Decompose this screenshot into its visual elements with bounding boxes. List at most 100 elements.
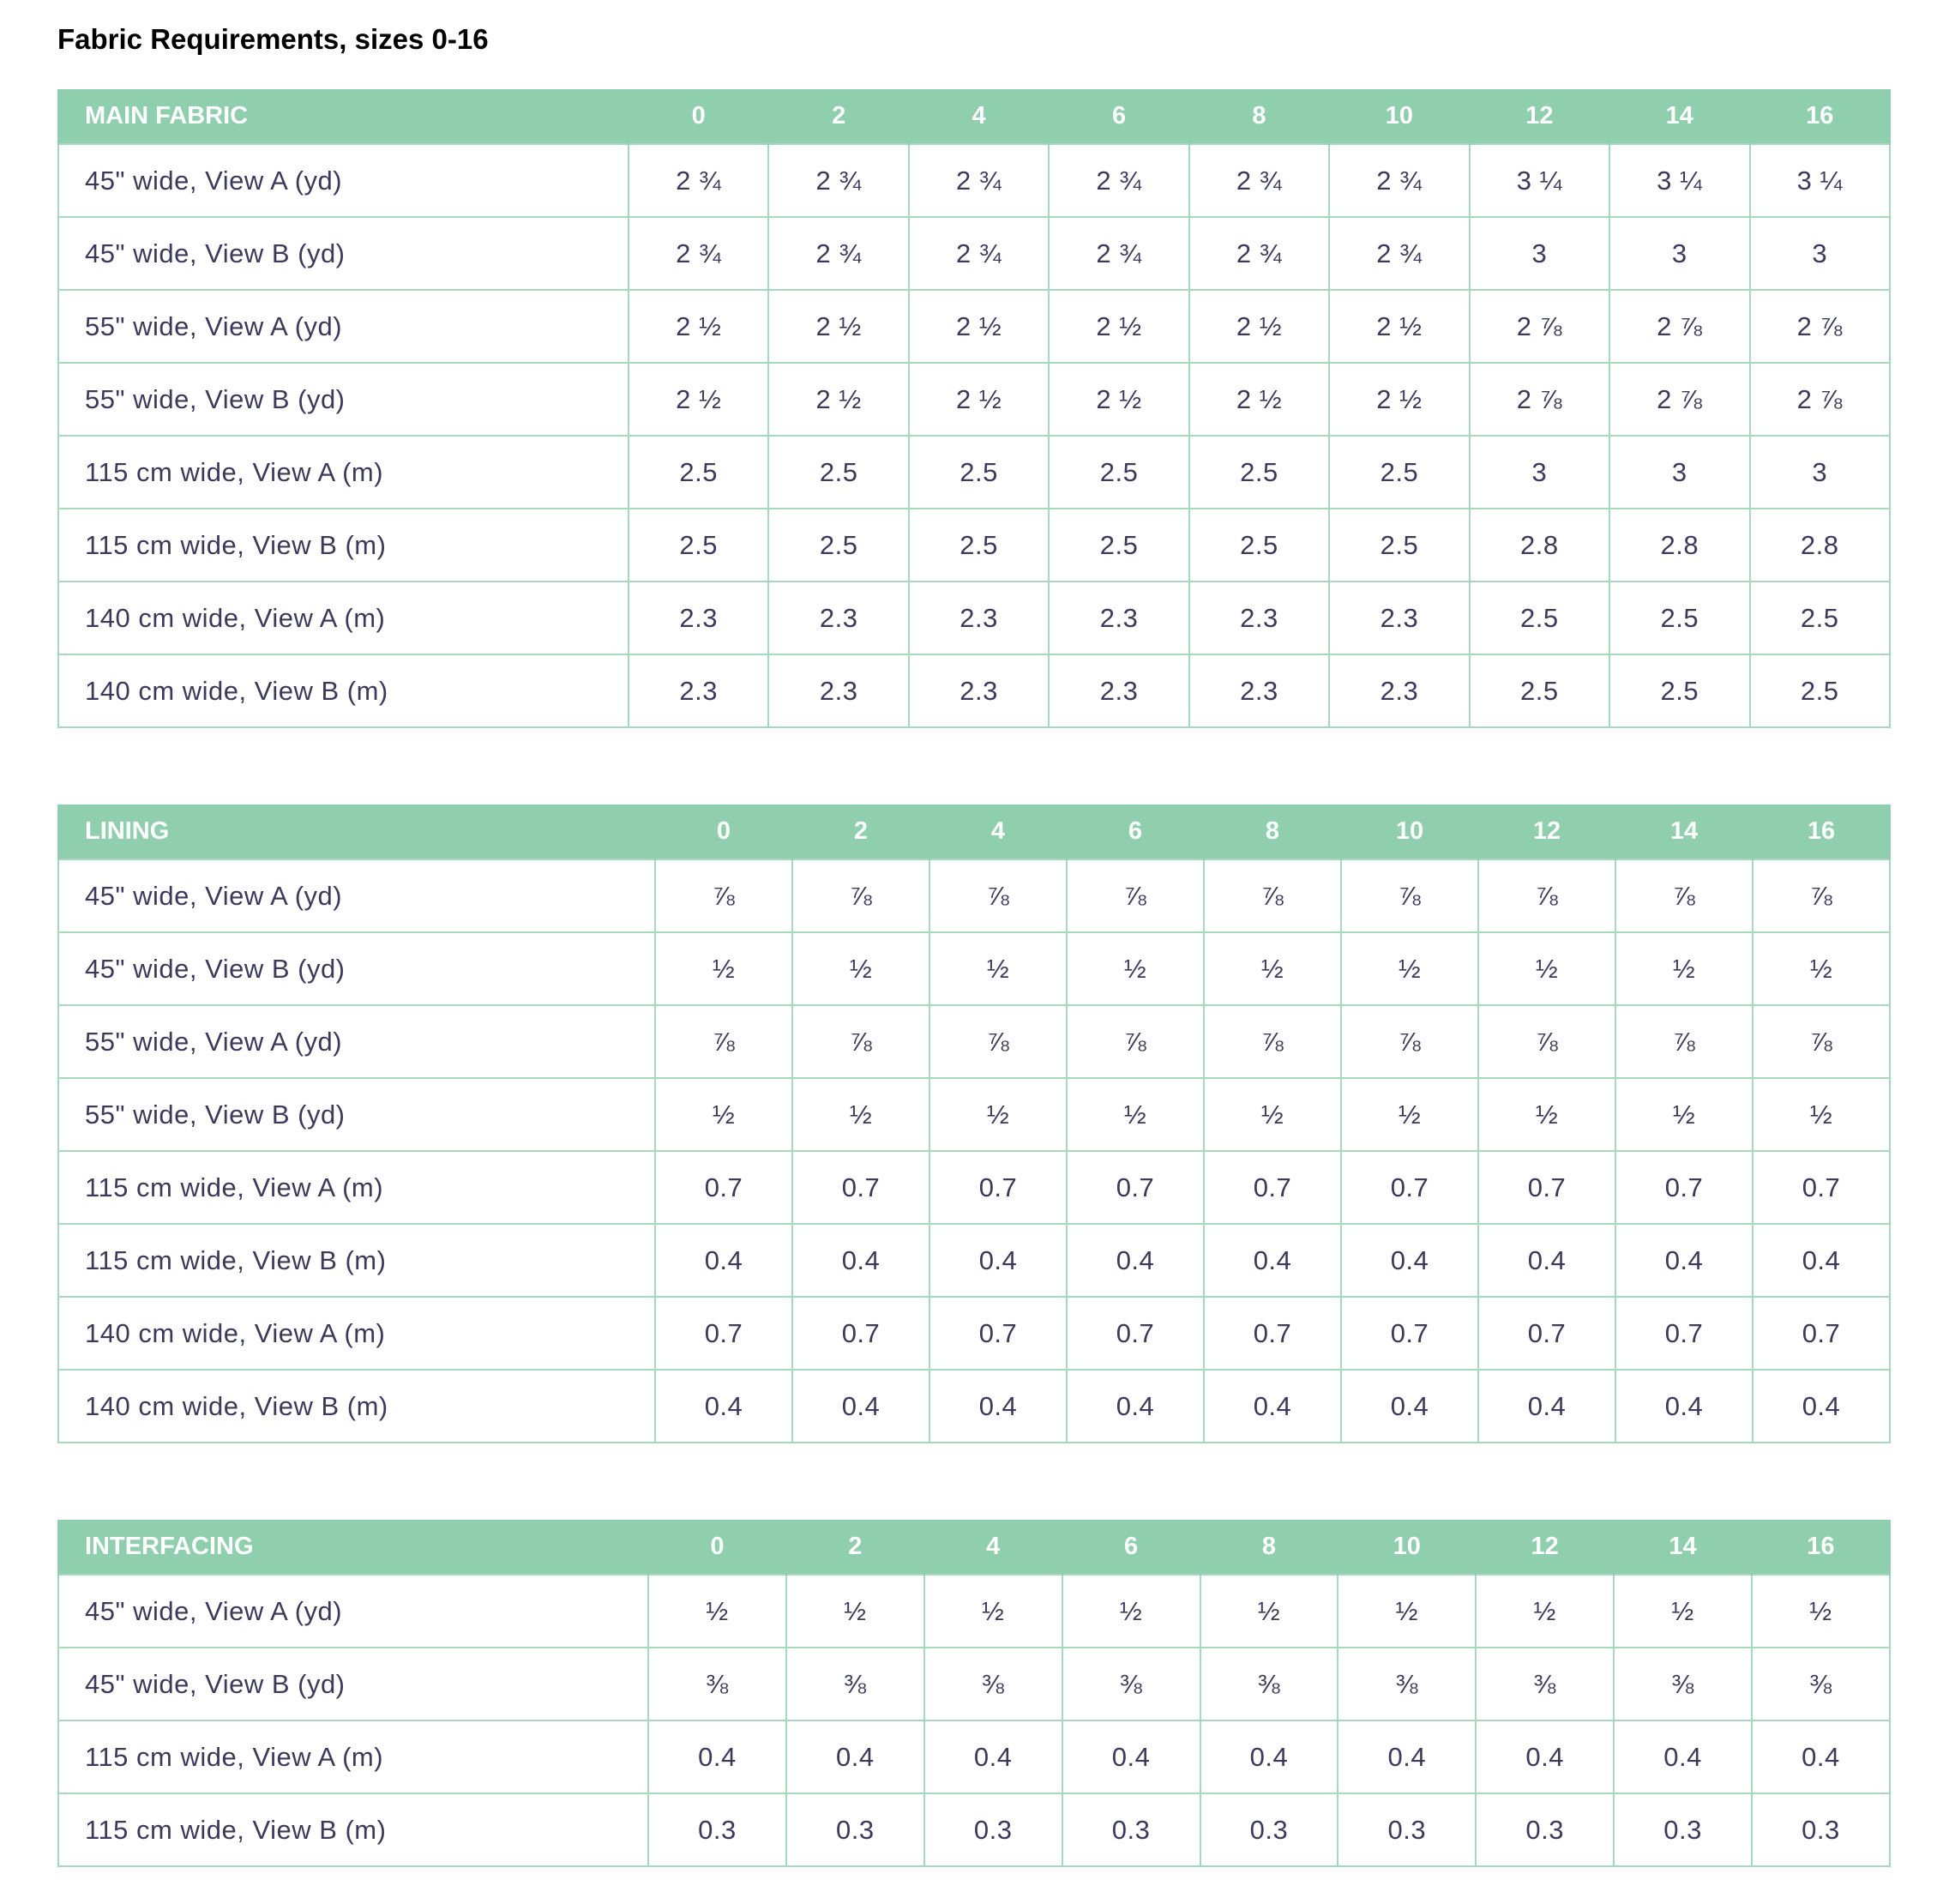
yardage-cell: ⅜ xyxy=(647,1647,787,1721)
yardage-cell: 0.7 xyxy=(1066,1296,1205,1371)
yardage-cell: 2.5 xyxy=(907,435,1050,509)
yardage-cell: ⅜ xyxy=(1337,1647,1477,1721)
yardage-cell: 2.8 xyxy=(1748,508,1891,582)
yardage-cell: ½ xyxy=(1615,931,1754,1006)
row-label: 45" wide, View A (yd) xyxy=(57,859,656,933)
row-label: 140 cm wide, View A (m) xyxy=(57,581,629,655)
size-header: 2 xyxy=(767,89,910,144)
table-row: 115 cm wide, View A (m) 2.5 2.5 2.5 2.5 2.5 2.… xyxy=(57,435,1891,509)
size-header: 12 xyxy=(1477,804,1616,859)
yardage-cell: 2.3 xyxy=(1188,581,1331,655)
yardage-cell: 2 ½ xyxy=(767,289,910,364)
yardage-cell: 0.4 xyxy=(785,1720,925,1794)
yardage-cell: 0.7 xyxy=(1203,1150,1342,1225)
yardage-cell: ½ xyxy=(1199,1574,1339,1648)
size-header: 6 xyxy=(1048,89,1190,144)
yardage-cell: 3 xyxy=(1468,435,1611,509)
yardage-cell: 0.7 xyxy=(1752,1150,1891,1225)
yardage-cell: ⅞ xyxy=(1066,1004,1205,1079)
yardage-cell: ½ xyxy=(791,1077,930,1152)
yardage-cell: 0.3 xyxy=(785,1793,925,1867)
yardage-cell: ½ xyxy=(1203,931,1342,1006)
yardage-cell: ½ xyxy=(1613,1574,1753,1648)
row-label: 115 cm wide, View B (m) xyxy=(57,1793,649,1867)
table-row: 140 cm wide, View B (m) 2.3 2.3 2.3 2.3 2.3 2.… xyxy=(57,654,1891,728)
yardage-cell: 2.5 xyxy=(1328,508,1471,582)
yardage-cell: 2.5 xyxy=(1188,508,1331,582)
yardage-cell: 2.5 xyxy=(1468,581,1611,655)
yardage-cell: 0.4 xyxy=(654,1223,793,1298)
size-header: 14 xyxy=(1609,89,1751,144)
yardage-cell: 0.3 xyxy=(1061,1793,1201,1867)
yardage-cell: 2.5 xyxy=(627,435,770,509)
yardage-cell: 0.3 xyxy=(647,1793,787,1867)
yardage-cell: 0.4 xyxy=(923,1720,1063,1794)
size-header: 4 xyxy=(923,1520,1063,1575)
row-label: 45" wide, View B (yd) xyxy=(57,216,629,291)
yardage-cell: 2 ½ xyxy=(1328,362,1471,437)
row-label: 115 cm wide, View A (m) xyxy=(57,435,629,509)
yardage-cell: 0.4 xyxy=(929,1223,1068,1298)
yardage-cell: ⅜ xyxy=(785,1647,925,1721)
yardage-cell: 2.5 xyxy=(1188,435,1331,509)
yardage-cell: 0.7 xyxy=(1615,1150,1754,1225)
yardage-cell: 0.4 xyxy=(1061,1720,1201,1794)
table-row: 115 cm wide, View A (m) 0.7 0.7 0.7 0.7 0.7 0.… xyxy=(57,1150,1891,1225)
yardage-cell: 3 xyxy=(1748,435,1891,509)
yardage-cell: 2.3 xyxy=(1048,654,1190,728)
yardage-cell: ½ xyxy=(1475,1574,1615,1648)
yardage-cell: 2 ¾ xyxy=(1048,216,1190,291)
yardage-cell: 2 ⅞ xyxy=(1609,289,1751,364)
yardage-cell: 2 ½ xyxy=(767,362,910,437)
row-label: 140 cm wide, View B (m) xyxy=(57,1369,656,1443)
yardage-cell: 2.5 xyxy=(1748,654,1891,728)
size-header: 10 xyxy=(1337,1520,1477,1575)
yardage-cell: ⅞ xyxy=(1203,1004,1342,1079)
yardage-cell: ⅞ xyxy=(654,1004,793,1079)
yardage-cell: 2.5 xyxy=(907,508,1050,582)
yardage-cell: ½ xyxy=(929,1077,1068,1152)
yardage-cell: ½ xyxy=(785,1574,925,1648)
yardage-cell: ⅞ xyxy=(1340,1004,1479,1079)
yardage-cell: 0.7 xyxy=(1066,1150,1205,1225)
yardage-cell: 0.7 xyxy=(929,1150,1068,1225)
yardage-cell: ½ xyxy=(647,1574,787,1648)
yardage-cell: 2 ½ xyxy=(1048,289,1190,364)
yardage-cell: 0.4 xyxy=(1337,1720,1477,1794)
size-header: 2 xyxy=(791,804,930,859)
yardage-cell: 0.4 xyxy=(1066,1223,1205,1298)
yardage-cell: 0.7 xyxy=(1477,1150,1616,1225)
yardage-cell: 2.5 xyxy=(767,508,910,582)
yardage-cell: ⅞ xyxy=(1752,859,1891,933)
yardage-cell: ⅞ xyxy=(1615,859,1754,933)
size-header: 4 xyxy=(929,804,1068,859)
size-header: 10 xyxy=(1340,804,1479,859)
yardage-cell: ⅜ xyxy=(1475,1647,1615,1721)
yardage-cell: ½ xyxy=(654,931,793,1006)
yardage-cell: 3 ¼ xyxy=(1468,143,1611,218)
yardage-cell: 2 ⅞ xyxy=(1468,362,1611,437)
size-header: 10 xyxy=(1328,89,1471,144)
yardage-cell: 0.7 xyxy=(1203,1296,1342,1371)
table-row: 115 cm wide, View B (m) 0.3 0.3 0.3 0.3 0.3 0.… xyxy=(57,1793,1891,1867)
yardage-cell: 0.7 xyxy=(1340,1296,1479,1371)
yardage-cell: 0.4 xyxy=(791,1369,930,1443)
yardage-cell: ⅞ xyxy=(1340,859,1479,933)
yardage-cell: 2.3 xyxy=(907,581,1050,655)
table-row: 115 cm wide, View A (m) 0.4 0.4 0.4 0.4 0.4 0.… xyxy=(57,1720,1891,1794)
yardage-cell: 2.5 xyxy=(767,435,910,509)
yardage-cell: ⅜ xyxy=(1199,1647,1339,1721)
yardage-cell: 2.8 xyxy=(1468,508,1611,582)
yardage-cell: 0.7 xyxy=(1752,1296,1891,1371)
yardage-cell: 2.5 xyxy=(1048,435,1190,509)
yardage-cell: 0.7 xyxy=(654,1296,793,1371)
yardage-cell: ⅜ xyxy=(1613,1647,1753,1721)
yardage-cell: 2.3 xyxy=(627,654,770,728)
row-label: 140 cm wide, View A (m) xyxy=(57,1296,656,1371)
yardage-cell: 0.4 xyxy=(929,1369,1068,1443)
yardage-cell: 0.4 xyxy=(654,1369,793,1443)
yardage-cell: 2.3 xyxy=(767,581,910,655)
yardage-cell: ½ xyxy=(1340,931,1479,1006)
yardage-cell: 0.4 xyxy=(1477,1369,1616,1443)
yardage-cell: 0.7 xyxy=(654,1150,793,1225)
